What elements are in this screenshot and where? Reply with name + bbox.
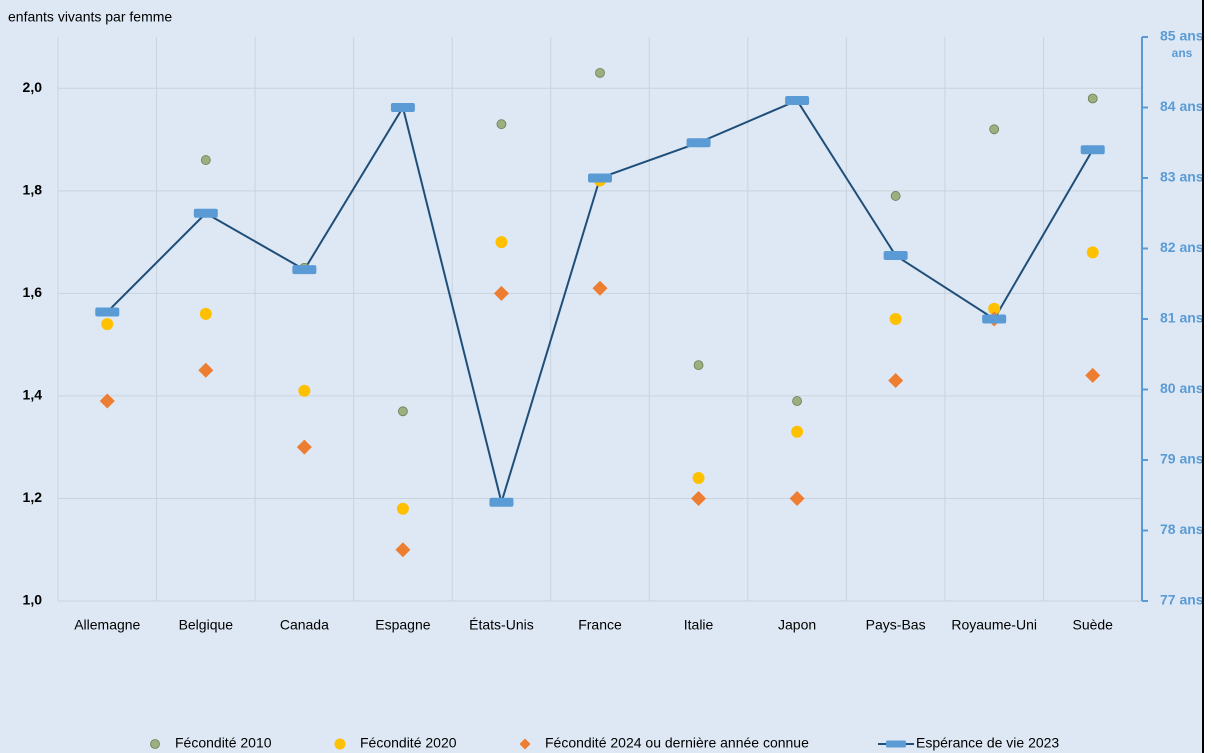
x-tick-label: Italie xyxy=(684,617,714,633)
point xyxy=(592,280,608,296)
x-tick-label: États-Unis xyxy=(469,617,534,633)
legend-marker xyxy=(334,738,346,750)
y2-ticks: 77 ans 78 ans 79 ans 80 ans 81 ans 82 ans 83 a… xyxy=(1142,28,1204,608)
line-marker xyxy=(883,251,908,261)
y-tick-label: 1,0 xyxy=(23,592,43,608)
line-marker xyxy=(489,497,514,507)
point xyxy=(493,285,509,301)
y-tick-label: 1,2 xyxy=(23,489,43,505)
point xyxy=(398,406,408,417)
line-marker xyxy=(785,95,810,105)
point xyxy=(888,373,904,389)
y2-tick-label: 83 ans xyxy=(1160,169,1204,185)
point xyxy=(298,384,311,397)
y-tick-label: 1,4 xyxy=(23,387,43,403)
point xyxy=(890,191,901,201)
y2-tick-label: 81 ans xyxy=(1160,310,1204,326)
point xyxy=(692,471,705,484)
point xyxy=(889,313,902,325)
y-tick-label: 1,6 xyxy=(23,284,43,300)
legend-label: Fécondité 2010 xyxy=(175,735,272,751)
point xyxy=(1087,93,1098,104)
point xyxy=(101,318,114,331)
y2-tick-label: 84 ans xyxy=(1160,98,1204,114)
y2-tick-label: 85 ans xyxy=(1160,28,1204,44)
point xyxy=(792,396,802,406)
y-tick-label: 1,8 xyxy=(23,182,43,198)
x-tick-label: Allemagne xyxy=(74,617,140,633)
point xyxy=(691,490,707,506)
x-tick-label: Belgique xyxy=(179,617,234,633)
y2-axis-label: ans xyxy=(1172,46,1193,60)
x-tick-label: Espagne xyxy=(375,617,430,633)
line-marker xyxy=(95,307,120,317)
line-marker xyxy=(982,314,1007,324)
line-marker xyxy=(390,103,415,112)
line-marker xyxy=(292,265,317,275)
y2-tick-label: 79 ans xyxy=(1160,451,1204,467)
legend-marker xyxy=(519,738,531,750)
point xyxy=(791,425,804,438)
legend-label: Espérance de vie 2023 xyxy=(916,735,1059,751)
plot: 1,0 1,2 1,4 1,6 1,8 2,0 77 ans 78 ans 79 ans 80 a… xyxy=(23,28,1204,751)
line-marker xyxy=(686,138,711,148)
line-marker xyxy=(588,173,612,183)
y2-tick-label: 82 ans xyxy=(1160,239,1204,255)
legend-label: Fécondité 2020 xyxy=(360,735,457,751)
y2-tick-label: 77 ans xyxy=(1160,592,1204,608)
x-tick-label: Japon xyxy=(778,617,816,633)
y2-tick-label: 78 ans xyxy=(1160,521,1204,537)
point xyxy=(989,124,1000,135)
x-tick-label: Royaume-Uni xyxy=(951,617,1037,633)
legend-marker xyxy=(150,739,160,749)
point xyxy=(988,302,1001,315)
y-tick-label: 2,0 xyxy=(23,79,43,95)
y-axis-label: enfants vivants par femme xyxy=(8,9,172,25)
y2-tick-label: 80 ans xyxy=(1160,380,1204,396)
point xyxy=(396,502,409,515)
line-marker xyxy=(1080,145,1105,155)
point xyxy=(496,119,507,130)
x-tick-label: France xyxy=(578,617,622,633)
point xyxy=(199,307,212,320)
point xyxy=(296,439,312,455)
point xyxy=(200,155,211,165)
legend-label: Fécondité 2024 ou dernière année connue xyxy=(545,735,809,751)
x-tick-label: Pays-Bas xyxy=(866,617,926,633)
point xyxy=(198,362,214,378)
point xyxy=(693,360,704,371)
point xyxy=(1085,367,1101,383)
point xyxy=(495,236,508,249)
x-tick-label: Suède xyxy=(1072,617,1113,633)
x-tick-label: Canada xyxy=(280,617,329,633)
point xyxy=(395,542,411,558)
line-marker xyxy=(193,208,218,218)
legend-marker xyxy=(886,740,906,748)
point xyxy=(789,490,805,506)
point xyxy=(1086,246,1099,259)
point xyxy=(99,393,115,409)
point xyxy=(595,67,605,78)
